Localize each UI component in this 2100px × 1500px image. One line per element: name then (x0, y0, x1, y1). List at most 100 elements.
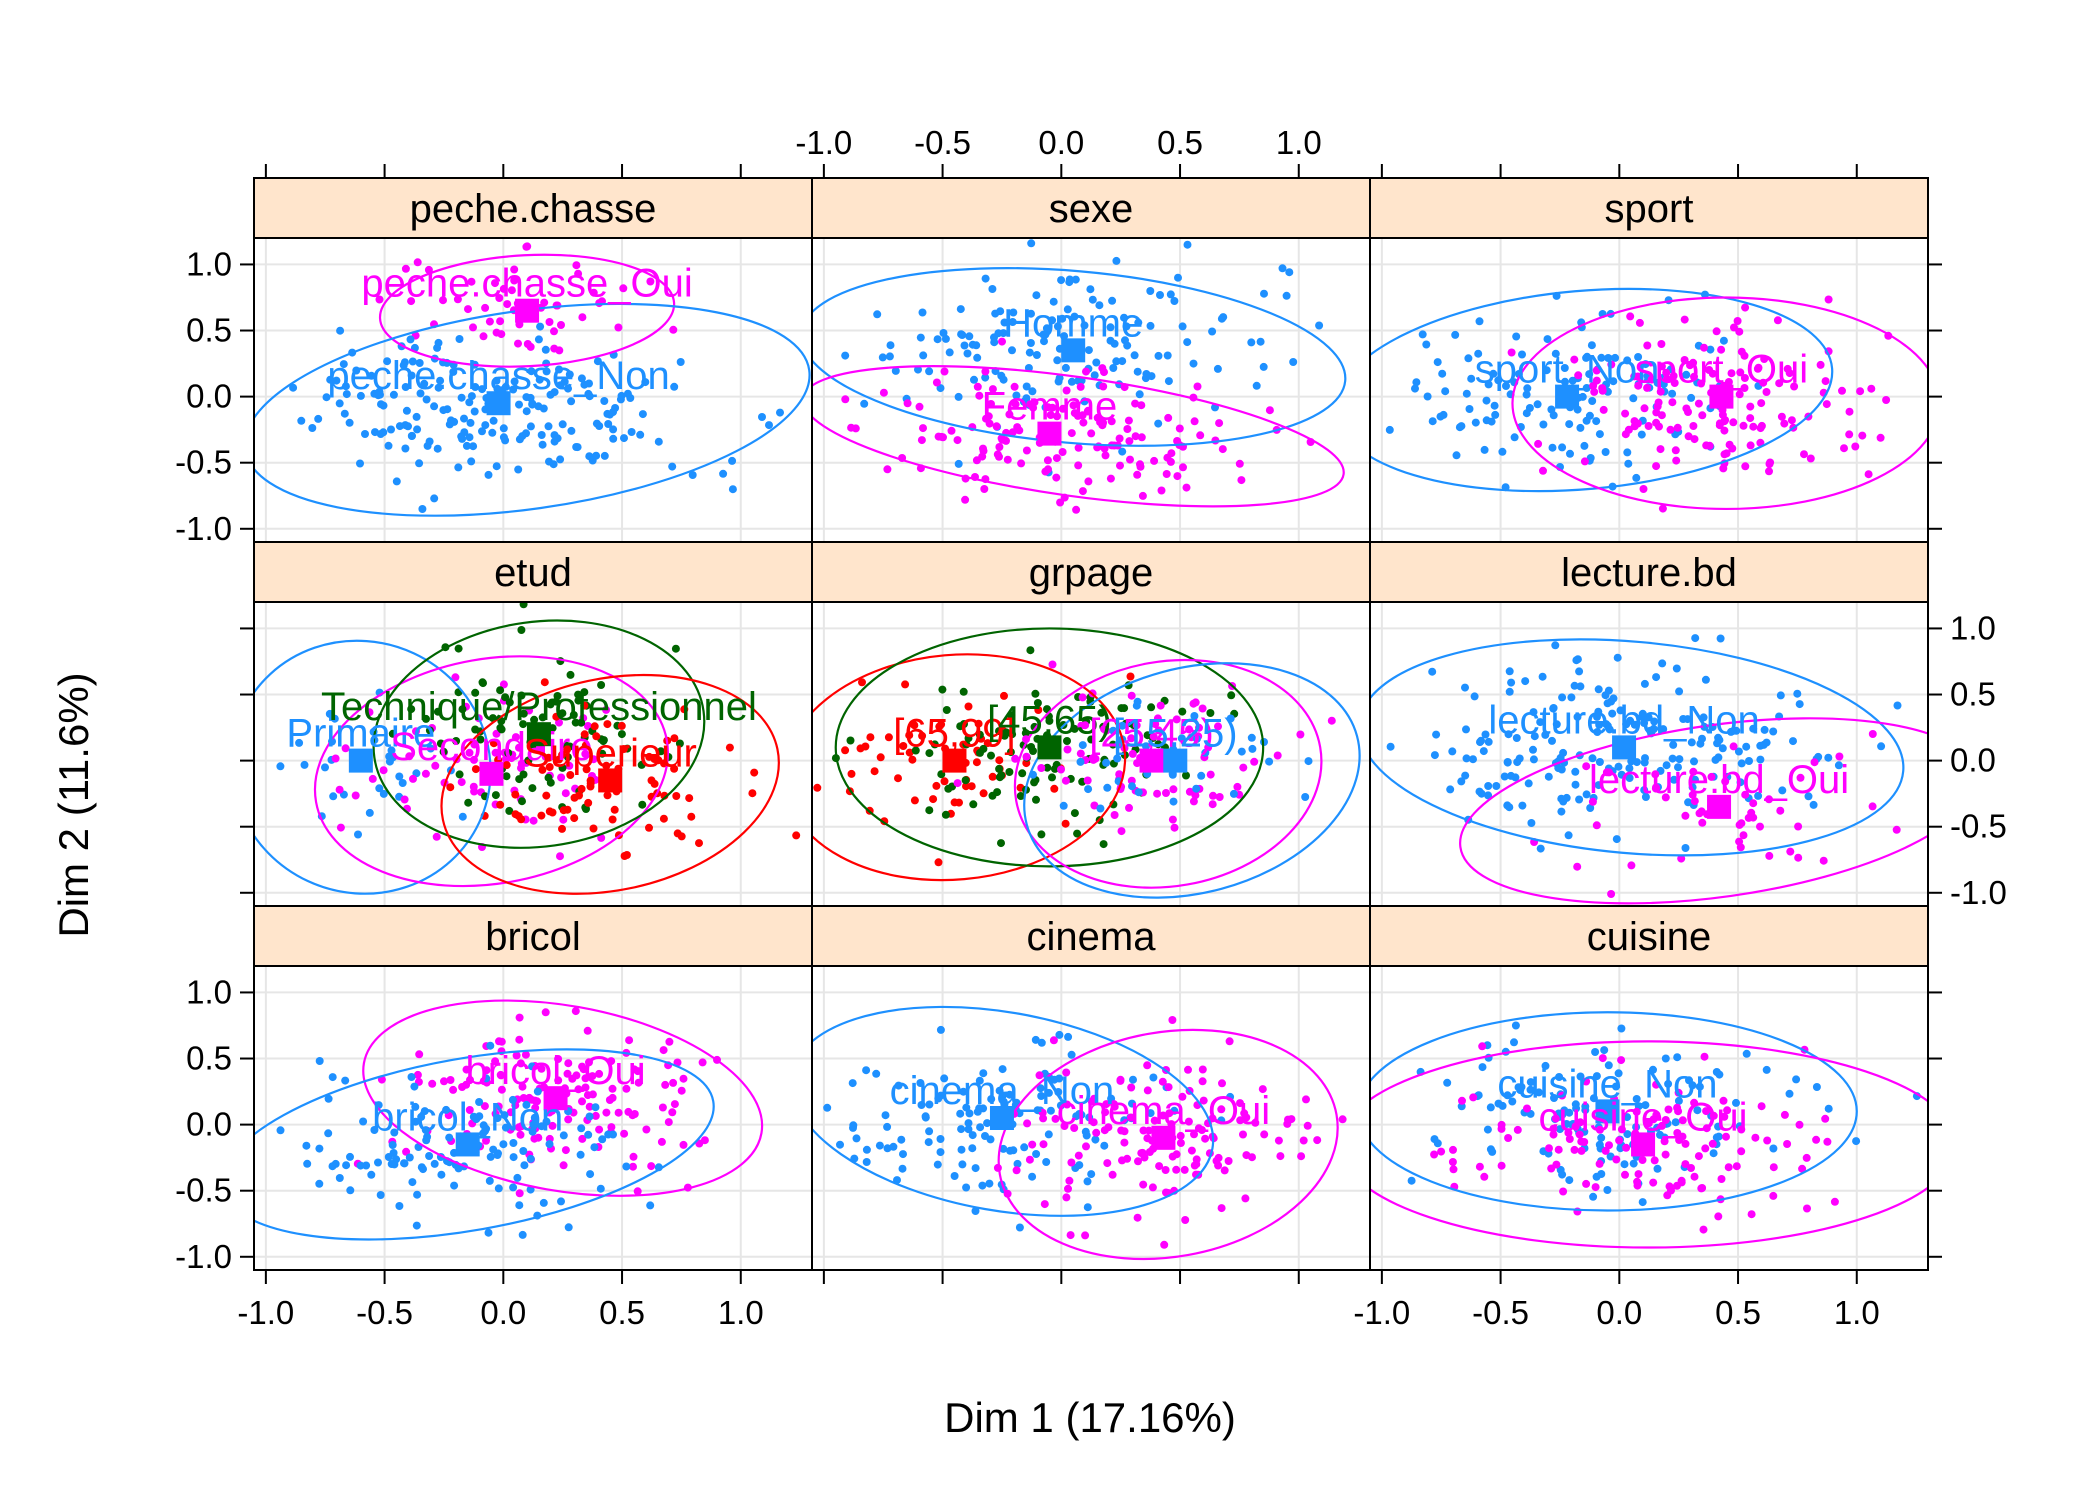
data-point (1587, 341, 1596, 350)
data-point (980, 485, 989, 493)
data-point (1706, 345, 1715, 354)
data-point (1198, 704, 1207, 713)
data-point (430, 494, 439, 503)
data-point (1218, 445, 1227, 454)
data-point (1164, 1083, 1173, 1092)
data-point (335, 785, 344, 794)
data-point (528, 784, 537, 793)
data-point (1134, 1157, 1142, 1166)
data-point (1632, 758, 1641, 767)
data-point (1080, 397, 1089, 406)
data-point (1598, 1054, 1607, 1063)
data-point (1011, 400, 1020, 409)
data-point (1283, 1119, 1292, 1128)
data-point (509, 1139, 518, 1147)
data-point (1479, 747, 1488, 756)
data-point (564, 1223, 573, 1232)
data-point (1002, 436, 1010, 445)
data-point (1142, 370, 1151, 378)
data-point (407, 371, 416, 380)
data-point (531, 1103, 540, 1112)
data-point (1134, 788, 1143, 797)
data-point (979, 446, 988, 455)
data-point (1127, 691, 1136, 700)
data-point (1497, 1161, 1506, 1170)
data-point (388, 1141, 397, 1149)
data-point (1694, 399, 1703, 408)
data-point (1148, 1183, 1157, 1192)
data-point (1018, 769, 1027, 778)
data-point (595, 1125, 604, 1134)
data-point (1720, 426, 1729, 435)
data-point (342, 390, 351, 399)
confidence-ellipse (1013, 658, 1323, 889)
data-point (1503, 758, 1512, 767)
data-point (510, 377, 519, 386)
data-point (402, 1147, 411, 1156)
data-point (578, 1097, 586, 1106)
data-point (918, 308, 927, 317)
data-point (1806, 454, 1815, 463)
data-point (1656, 387, 1665, 396)
data-point (1099, 840, 1108, 849)
data-point (1765, 467, 1773, 476)
data-point (1659, 725, 1668, 734)
data-point (1756, 822, 1764, 831)
data-point (486, 1152, 495, 1161)
data-point (439, 406, 448, 415)
data-point (602, 761, 611, 770)
data-point (1448, 747, 1457, 756)
data-point (589, 824, 598, 833)
data-point (1689, 422, 1698, 430)
data-point (1462, 389, 1471, 398)
data-point (983, 739, 992, 748)
data-point (1026, 646, 1035, 655)
data-point (862, 1158, 871, 1166)
category-label: Technique/Professionnel (321, 685, 757, 729)
data-point (1867, 384, 1876, 393)
data-point (1623, 1130, 1632, 1139)
data-point (1032, 795, 1040, 804)
data-point (1187, 1146, 1196, 1155)
data-point (1699, 713, 1708, 722)
data-point (813, 783, 822, 792)
data-point (1759, 740, 1768, 749)
data-point (515, 743, 523, 752)
data-point (932, 378, 941, 387)
data-point (1189, 797, 1198, 806)
data-point (995, 727, 1003, 736)
data-point (545, 318, 554, 326)
data-point (1051, 1114, 1060, 1123)
data-point (1160, 1240, 1169, 1249)
data-point (1195, 723, 1203, 732)
data-point (1060, 1122, 1069, 1130)
data-point (1174, 273, 1182, 282)
data-point (1048, 316, 1057, 325)
data-point (328, 1162, 337, 1171)
data-point (978, 1181, 987, 1190)
data-point (1661, 793, 1670, 802)
data-point (1161, 1166, 1170, 1174)
data-point (883, 465, 892, 474)
data-point (1433, 358, 1442, 367)
data-point (1131, 432, 1140, 441)
category-label: [65,99] (893, 712, 1015, 756)
data-point (1021, 729, 1030, 738)
y-tick-label: -0.5 (1950, 808, 2007, 845)
data-point (670, 1100, 679, 1109)
data-point (1615, 1136, 1624, 1145)
data-point (658, 1103, 667, 1112)
confidence-ellipse (1370, 1011, 1858, 1212)
confidence-ellipse (812, 1005, 1215, 1217)
data-point (1522, 409, 1531, 418)
data-point (1285, 268, 1294, 277)
data-point (999, 375, 1008, 384)
data-point (412, 727, 420, 736)
data-point (1749, 422, 1758, 431)
data-point (1504, 1134, 1513, 1142)
data-point (961, 776, 970, 785)
data-point (1470, 692, 1479, 701)
data-point (1032, 351, 1041, 359)
data-point (1687, 738, 1696, 747)
